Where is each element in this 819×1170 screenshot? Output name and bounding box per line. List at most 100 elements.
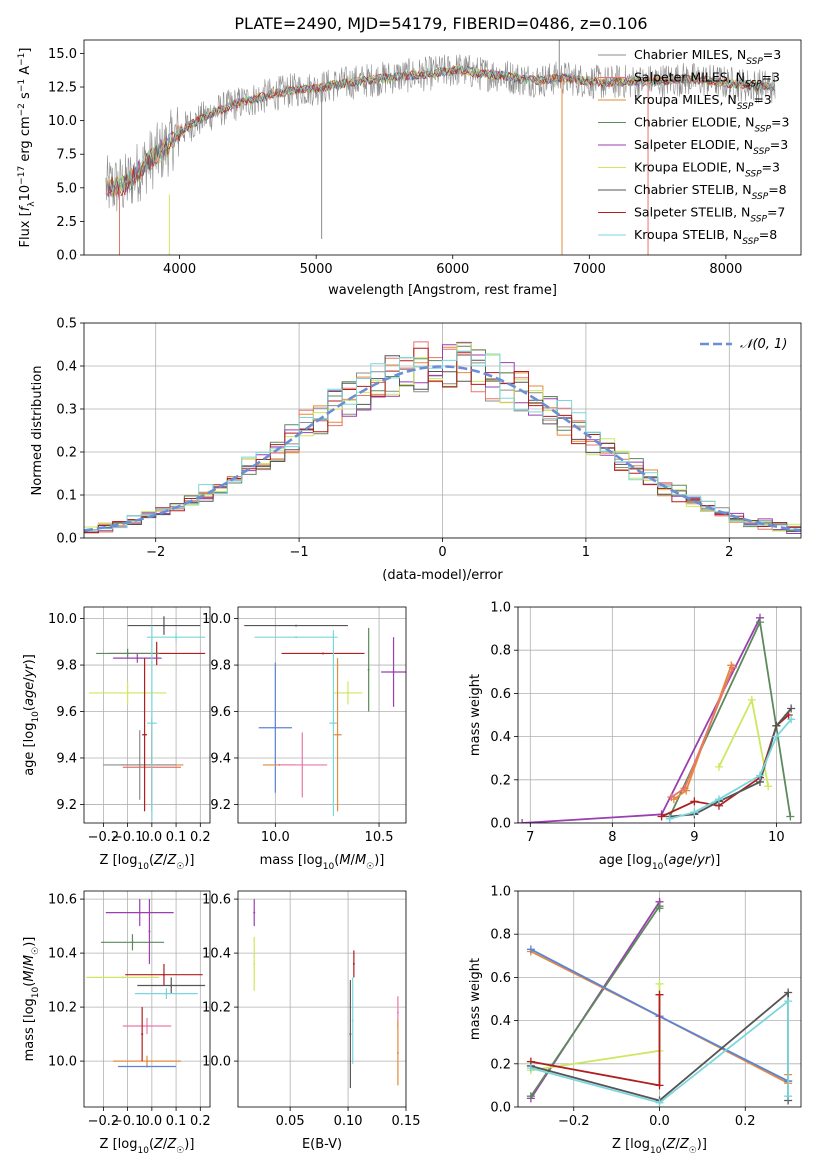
- data-point: [253, 962, 256, 965]
- point-marker: [714, 762, 723, 771]
- x-tick-label: 0.05: [276, 1114, 305, 1129]
- label-part: ☉: [689, 1146, 697, 1156]
- plot-area: [238, 891, 406, 1107]
- data-point: [332, 722, 335, 725]
- model-spectrum-chabrier_elodie: [106, 66, 775, 197]
- x-tick-label: 6000: [436, 262, 469, 277]
- legend-part: =3: [753, 92, 771, 107]
- plot-area: [84, 607, 210, 823]
- axes-frame: [517, 890, 802, 1108]
- label-part: /: [675, 1137, 680, 1152]
- label-part: −1: [17, 53, 27, 66]
- point-marker: [772, 732, 781, 741]
- x-tick-label: −2: [146, 545, 165, 560]
- y-tick-label: 0.6: [490, 687, 511, 702]
- y-tick-label: 0.2: [56, 446, 77, 461]
- data-point: [126, 652, 129, 655]
- label-part: 10: [137, 862, 149, 872]
- label-part: )]: [184, 853, 194, 868]
- x-tick-label: 0.2: [190, 830, 211, 845]
- line-chabrier_stelib: [669, 707, 792, 818]
- label-part: Z: [166, 1137, 177, 1152]
- axes-frame: [83, 890, 211, 1108]
- data-point: [346, 691, 349, 694]
- data-point: [165, 992, 168, 995]
- panel-mass_vs_Z: −0.2−0.10.0 0.1 0.210.010.210.410.6Z [log1…: [22, 890, 211, 1156]
- label-part: −17: [17, 166, 27, 185]
- label-part: ☉: [31, 947, 41, 955]
- label-part: )]: [184, 1137, 194, 1152]
- data-point: [148, 930, 151, 933]
- label-part: 10: [323, 862, 335, 872]
- label-part: )]: [22, 937, 37, 947]
- y-tick-label: 10.0: [48, 612, 77, 627]
- y-tick-label: 9.6: [210, 705, 231, 720]
- label-part: Z: [666, 1137, 677, 1152]
- x-tick-label: −0.1: [112, 830, 144, 845]
- legend-part: Chabrier ELODIE, N: [634, 115, 754, 130]
- label-part: age [log: [599, 853, 652, 868]
- y-tick-label: 0.6: [490, 971, 511, 986]
- legend-label: Kroupa MILES, NSSP=3: [634, 92, 772, 112]
- x-tick-label: 0.10: [334, 1114, 363, 1129]
- legend-part: Chabrier MILES, N: [634, 47, 746, 62]
- panel-age_vs_Z: −0.2−0.10.0 0.1 0.29.29.49.69.810.0Z [log1…: [22, 606, 211, 872]
- x-tick-label: 0.0: [649, 1114, 670, 1129]
- x-tick-label: 0: [438, 545, 446, 560]
- y-axis-label: Normed distribution: [30, 366, 45, 496]
- data-point: [351, 1019, 354, 1022]
- point-marker: [526, 1064, 535, 1073]
- label-part: λ: [27, 201, 37, 207]
- label-part: 10: [31, 986, 41, 998]
- y-tick-label: 9.6: [56, 705, 77, 720]
- y-tick-label: 0.2: [490, 773, 511, 788]
- legend-part: Salpeter STELIB, N: [634, 205, 750, 220]
- data-point: [295, 624, 298, 627]
- legend-part: Kroupa STELIB, N: [634, 227, 742, 242]
- x-tick-label: 0.1: [166, 1114, 187, 1129]
- y-tick-label: 10.2: [48, 1001, 77, 1016]
- legend-label: Chabrier ELODIE, NSSP=3: [634, 115, 789, 135]
- data-point: [392, 671, 395, 674]
- data-point: [146, 1025, 148, 1027]
- point-marker: [690, 797, 699, 806]
- point-marker: [655, 904, 664, 913]
- label-part: M: [355, 853, 366, 868]
- y-tick-label: 0.5: [56, 317, 77, 332]
- point-marker: [728, 663, 737, 672]
- data-point: [349, 1033, 352, 1036]
- label-part: Z [log: [100, 1137, 138, 1152]
- point-marker: [784, 997, 793, 1006]
- y-tick-label: 9.4: [210, 751, 231, 766]
- label-part: mass [log: [22, 998, 37, 1061]
- point-marker: [786, 812, 795, 821]
- model-spectrum-salpeter_stelib: [108, 65, 775, 197]
- label-part: Z: [166, 853, 177, 868]
- label-part: /: [22, 965, 37, 970]
- panel-mass_weight_vs_Z: −0.2 0.0 0.20.00.20.40.60.81.0Z [log10(Z/Z…: [468, 885, 802, 1156]
- y-axis-label: mass weight: [468, 674, 483, 756]
- y-tick-label: 0.8: [490, 928, 511, 943]
- legend-part: Kroupa MILES, N: [634, 92, 737, 107]
- legend-label: Salpeter MILES, NSSP=3: [634, 70, 780, 90]
- point-marker: [747, 695, 756, 704]
- legend-part: Kroupa ELODIE, N: [634, 160, 745, 175]
- label-part: age: [22, 682, 37, 706]
- point-marker: [787, 704, 796, 713]
- x-axis-label: Z [log10(Z/Z☉)]: [612, 1137, 707, 1156]
- point-marker: [655, 979, 664, 988]
- label-part: /: [163, 853, 168, 868]
- legend-label: 𝒩(0, 1): [740, 337, 787, 352]
- x-tick-label: 0.2: [190, 1114, 211, 1129]
- data-point: [352, 962, 355, 965]
- histogram-salpeter_stelib: [84, 347, 801, 534]
- x-tick-label: 0.1: [166, 830, 187, 845]
- label-part: )]: [22, 654, 37, 664]
- y-tick-label: 10.6: [48, 893, 77, 908]
- y-tick-label: 10.0: [48, 1055, 77, 1070]
- point-marker: [784, 1092, 793, 1101]
- x-tick-label: 5000: [300, 262, 333, 277]
- y-tick-label: 12.5: [48, 81, 77, 96]
- legend-part: Chabrier STELIB, N: [634, 182, 752, 197]
